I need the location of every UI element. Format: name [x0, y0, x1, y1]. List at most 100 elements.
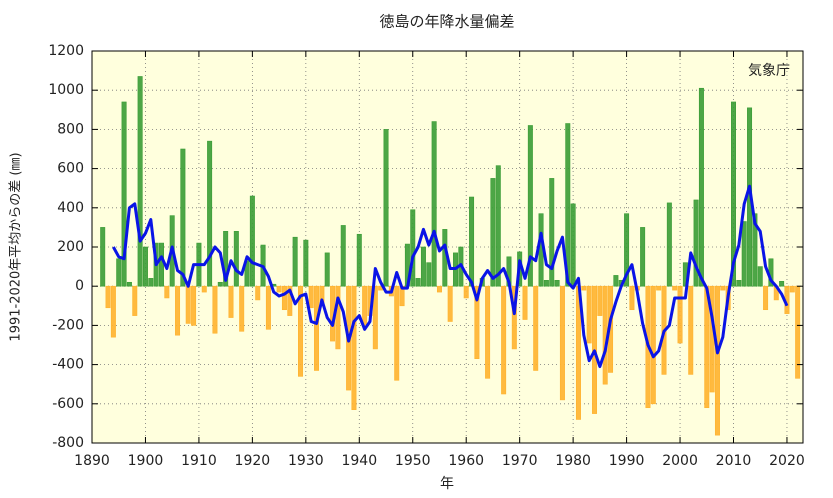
- bar: [693, 199, 699, 287]
- x-tick-label: 1930: [288, 453, 324, 469]
- bar: [672, 285, 678, 291]
- bar: [731, 101, 736, 287]
- plot-layer: [91, 50, 803, 444]
- bar: [164, 285, 170, 299]
- x-axis-label: 年: [440, 476, 454, 492]
- bar: [324, 252, 330, 287]
- bar: [340, 225, 346, 287]
- bar: [255, 285, 261, 301]
- bar: [570, 203, 576, 287]
- bar: [698, 87, 704, 287]
- y-tick-label: 200: [57, 239, 84, 255]
- bar: [779, 280, 785, 287]
- bar: [142, 246, 148, 287]
- bar: [474, 285, 480, 360]
- x-tick-label: 1920: [235, 453, 271, 469]
- bar: [677, 285, 683, 344]
- bar: [201, 285, 207, 293]
- bar: [688, 285, 694, 375]
- bar: [410, 209, 416, 287]
- bar: [559, 285, 565, 401]
- bar: [495, 165, 501, 287]
- bar: [549, 178, 555, 287]
- bar: [276, 285, 282, 293]
- bar: [191, 285, 197, 326]
- y-tick-label: 600: [57, 161, 84, 177]
- bar: [597, 285, 603, 316]
- bar: [650, 285, 656, 405]
- y-tick-label: 1200: [48, 43, 84, 59]
- bar: [249, 195, 255, 287]
- bar: [132, 285, 138, 316]
- bar: [714, 285, 720, 436]
- x-tick-label: 1900: [128, 453, 164, 469]
- bar: [185, 285, 191, 324]
- bar: [228, 285, 234, 318]
- bar: [501, 285, 507, 395]
- bar: [431, 121, 437, 287]
- bar: [281, 285, 287, 311]
- bar: [159, 242, 164, 287]
- bar: [265, 285, 271, 330]
- bar: [126, 281, 132, 287]
- y-tick-label: -400: [52, 357, 84, 373]
- bar: [308, 285, 314, 309]
- bar: [292, 236, 298, 287]
- bar: [463, 285, 469, 299]
- y-axis-label: 1991-2020年平均からの差 (㎜): [9, 152, 24, 341]
- bar: [105, 285, 111, 309]
- bar: [239, 285, 245, 332]
- bar: [180, 148, 186, 287]
- bar: [148, 278, 154, 287]
- x-tick-label: 1950: [395, 453, 431, 469]
- bar: [763, 285, 769, 311]
- bar: [420, 246, 426, 287]
- bar: [207, 140, 213, 287]
- bar: [415, 278, 421, 287]
- bar: [522, 285, 528, 320]
- x-tick-label: 1940: [341, 453, 377, 469]
- x-tick-label: 2000: [662, 453, 698, 469]
- bar: [116, 258, 122, 287]
- x-tick-label: 1910: [181, 453, 217, 469]
- bar: [383, 129, 389, 287]
- bar: [287, 285, 293, 316]
- bar: [356, 233, 362, 287]
- x-tick-label: 1990: [609, 453, 645, 469]
- bar: [581, 285, 587, 291]
- x-tick-label: 1970: [502, 453, 538, 469]
- bar: [485, 285, 491, 379]
- bar: [217, 281, 223, 287]
- running-mean-line: [112, 184, 789, 369]
- bar: [789, 285, 795, 293]
- annotation: 気象庁: [748, 63, 790, 79]
- y-tick-label: 0: [75, 278, 84, 294]
- x-tick-label: 1980: [555, 453, 591, 469]
- bar: [362, 285, 368, 326]
- bar: [314, 285, 320, 371]
- bar: [335, 285, 341, 350]
- y-tick-label: 800: [57, 121, 84, 137]
- bar: [303, 239, 309, 287]
- bar: [640, 227, 646, 287]
- bar: [110, 285, 116, 338]
- bar: [624, 213, 630, 287]
- y-tick-label: -800: [52, 435, 84, 451]
- bar: [720, 285, 726, 291]
- chart-title: 徳島の年降水量偏差: [379, 13, 514, 31]
- bar: [527, 125, 533, 287]
- bar: [586, 285, 592, 344]
- bar: [741, 221, 747, 287]
- bar: [121, 101, 127, 287]
- bar: [223, 231, 229, 287]
- bar: [447, 285, 453, 322]
- x-tick-label: 1960: [448, 453, 484, 469]
- bar: [137, 76, 143, 287]
- bar: [426, 262, 432, 287]
- bar: [565, 123, 571, 287]
- bar: [490, 178, 496, 287]
- x-tick-label: 1890: [74, 453, 110, 469]
- bar: [511, 285, 517, 350]
- bar: [554, 280, 560, 287]
